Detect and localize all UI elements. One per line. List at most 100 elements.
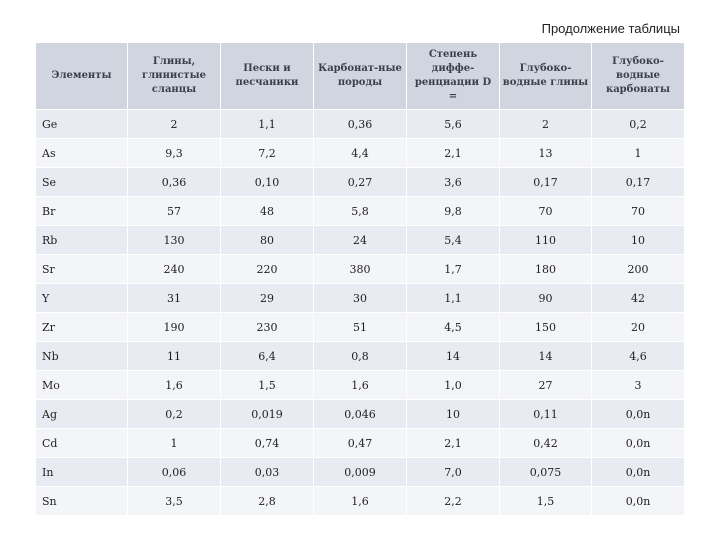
- value-cell: 6,4: [221, 341, 314, 370]
- value-cell: 190: [128, 312, 221, 341]
- header-clays: Глины, глинистые сланцы: [128, 43, 221, 109]
- value-cell: 14: [500, 341, 592, 370]
- element-cell: Nb: [36, 341, 128, 370]
- value-cell: 2,1: [407, 138, 500, 167]
- element-cell: Zr: [36, 312, 128, 341]
- table-row: Cd 1 0,74 0,47 2,1 0,42 0,0n: [36, 428, 684, 457]
- value-cell: 0,046: [314, 399, 407, 428]
- value-cell: 20: [592, 312, 684, 341]
- value-cell: 48: [221, 196, 314, 225]
- value-cell: 0,27: [314, 167, 407, 196]
- element-cell: Mo: [36, 370, 128, 399]
- value-cell: 70: [500, 196, 592, 225]
- value-cell: 0,17: [500, 167, 592, 196]
- value-cell: 0,2: [592, 109, 684, 138]
- value-cell: 0,47: [314, 428, 407, 457]
- value-cell: 51: [314, 312, 407, 341]
- value-cell: 31: [128, 283, 221, 312]
- value-cell: 0,17: [592, 167, 684, 196]
- value-cell: 14: [407, 341, 500, 370]
- value-cell: 0,009: [314, 457, 407, 486]
- value-cell: 7,2: [221, 138, 314, 167]
- value-cell: 200: [592, 254, 684, 283]
- value-cell: 0,2: [128, 399, 221, 428]
- value-cell: 0,019: [221, 399, 314, 428]
- value-cell: 1,1: [221, 109, 314, 138]
- value-cell: 2,1: [407, 428, 500, 457]
- element-cell: Cd: [36, 428, 128, 457]
- value-cell: 1,5: [221, 370, 314, 399]
- value-cell: 230: [221, 312, 314, 341]
- value-cell: 2,2: [407, 486, 500, 515]
- table-row: Rb 130 80 24 5,4 110 10: [36, 225, 684, 254]
- value-cell: 11: [128, 341, 221, 370]
- value-cell: 0,03: [221, 457, 314, 486]
- value-cell: 220: [221, 254, 314, 283]
- header-elements: Элементы: [36, 43, 128, 109]
- header-carbonates: Карбонат-ные породы: [314, 43, 407, 109]
- value-cell: 27: [500, 370, 592, 399]
- value-cell: 1,7: [407, 254, 500, 283]
- value-cell: 0,0n: [592, 486, 684, 515]
- element-cell: As: [36, 138, 128, 167]
- value-cell: 10: [592, 225, 684, 254]
- value-cell: 0,36: [128, 167, 221, 196]
- table-row: Mo 1,6 1,5 1,6 1,0 27 3: [36, 370, 684, 399]
- value-cell: 130: [128, 225, 221, 254]
- value-cell: 42: [592, 283, 684, 312]
- element-cell: Se: [36, 167, 128, 196]
- value-cell: 1,1: [407, 283, 500, 312]
- header-row: Элементы Глины, глинистые сланцы Пески и…: [36, 43, 684, 109]
- value-cell: 24: [314, 225, 407, 254]
- header-differentiation: Степень диффе-ренциации D =: [407, 43, 500, 109]
- value-cell: 1,0: [407, 370, 500, 399]
- value-cell: 4,4: [314, 138, 407, 167]
- table-row: Se 0,36 0,10 0,27 3,6 0,17 0,17: [36, 167, 684, 196]
- value-cell: 57: [128, 196, 221, 225]
- element-cell: Br: [36, 196, 128, 225]
- element-cell: Rb: [36, 225, 128, 254]
- table-row: Sr 240 220 380 1,7 180 200: [36, 254, 684, 283]
- value-cell: 0,74: [221, 428, 314, 457]
- value-cell: 0,0n: [592, 399, 684, 428]
- value-cell: 0,06: [128, 457, 221, 486]
- table-row: In 0,06 0,03 0,009 7,0 0,075 0,0n: [36, 457, 684, 486]
- value-cell: 2: [128, 109, 221, 138]
- value-cell: 0,10: [221, 167, 314, 196]
- header-deep-clays: Глубоко-водные глины: [500, 43, 592, 109]
- table-row: As 9,3 7,2 4,4 2,1 13 1: [36, 138, 684, 167]
- value-cell: 0,0n: [592, 457, 684, 486]
- value-cell: 0,11: [500, 399, 592, 428]
- value-cell: 80: [221, 225, 314, 254]
- value-cell: 90: [500, 283, 592, 312]
- value-cell: 5,6: [407, 109, 500, 138]
- element-cell: Ge: [36, 109, 128, 138]
- element-cell: Sr: [36, 254, 128, 283]
- value-cell: 0,8: [314, 341, 407, 370]
- value-cell: 5,8: [314, 196, 407, 225]
- element-cell: In: [36, 457, 128, 486]
- value-cell: 4,5: [407, 312, 500, 341]
- value-cell: 0,0n: [592, 428, 684, 457]
- table-row: Sn 3,5 2,8 1,6 2,2 1,5 0,0n: [36, 486, 684, 515]
- value-cell: 30: [314, 283, 407, 312]
- value-cell: 3: [592, 370, 684, 399]
- value-cell: 1: [128, 428, 221, 457]
- value-cell: 0,36: [314, 109, 407, 138]
- value-cell: 3,5: [128, 486, 221, 515]
- value-cell: 380: [314, 254, 407, 283]
- header-sands: Пески и песчаники: [221, 43, 314, 109]
- value-cell: 9,8: [407, 196, 500, 225]
- value-cell: 1,6: [314, 370, 407, 399]
- element-cell: Ag: [36, 399, 128, 428]
- value-cell: 0,42: [500, 428, 592, 457]
- table-row: Y 31 29 30 1,1 90 42: [36, 283, 684, 312]
- table-row: Nb 11 6,4 0,8 14 14 4,6: [36, 341, 684, 370]
- value-cell: 0,075: [500, 457, 592, 486]
- value-cell: 1,5: [500, 486, 592, 515]
- value-cell: 4,6: [592, 341, 684, 370]
- table-row: Zr 190 230 51 4,5 150 20: [36, 312, 684, 341]
- value-cell: 1,6: [314, 486, 407, 515]
- value-cell: 13: [500, 138, 592, 167]
- value-cell: 9,3: [128, 138, 221, 167]
